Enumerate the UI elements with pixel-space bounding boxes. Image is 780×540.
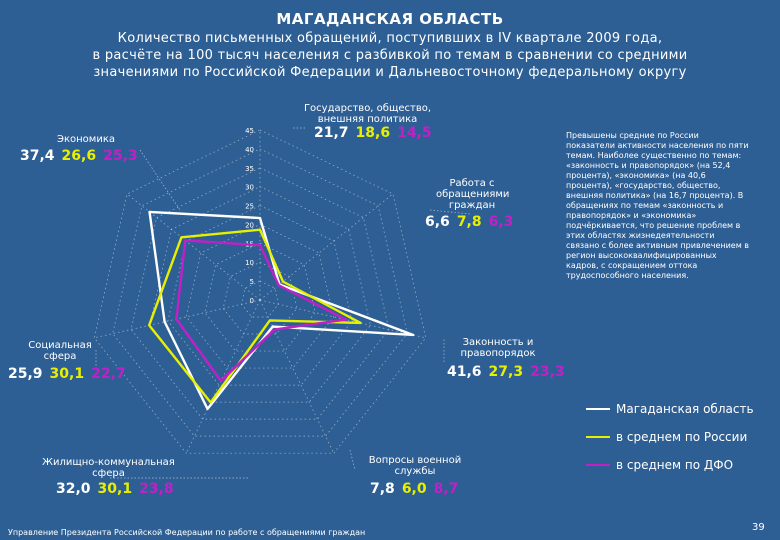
values-law: 41,6 27,3 23,3: [447, 364, 572, 380]
axis-label-military: Вопросы военной службы: [368, 455, 462, 477]
legend-item: Магаданская область: [586, 400, 776, 420]
page-title: МАГАДАНСКАЯ ОБЛАСТЬ: [276, 10, 504, 28]
legend-swatch: [586, 464, 610, 466]
legend-item: в среднем по России: [586, 428, 776, 448]
grid-spoke: [185, 299, 261, 454]
label-leader-lines: [95, 127, 471, 479]
radar-series-в среднем по ДФО: [175, 239, 348, 383]
tick-label: 0: [250, 297, 254, 305]
axis-label-social: Социальная сфера: [28, 340, 92, 362]
page-number: 39: [752, 522, 765, 533]
grid-ring: [204, 242, 316, 352]
tick-label: 35: [245, 165, 254, 173]
value-russia: 26,6: [61, 148, 97, 164]
grid-ring: [130, 167, 390, 420]
value-magadan: 25,9: [8, 366, 43, 382]
legend-swatch: [586, 436, 610, 438]
axis-label-housing: Жилищно-коммунальная сфера: [42, 457, 175, 479]
grid-ring: [93, 129, 427, 454]
value-dfo: 14,5: [397, 125, 432, 141]
value-dfo: 22,7: [91, 366, 126, 382]
legend-item: в среднем по ДФО: [586, 456, 776, 476]
subtitle-line: значениями по Российской Федерации и Дал…: [93, 65, 687, 80]
subtitle-line: Количество письменных обращений, поступи…: [117, 31, 663, 46]
value-russia: 7,8: [456, 214, 482, 230]
value-russia: 18,6: [355, 125, 391, 141]
leader-line: [349, 449, 356, 471]
legend-label: в среднем по ДФО: [616, 458, 734, 472]
values-gov: 21,7 18,6 14,5: [314, 125, 439, 141]
value-magadan: 21,7: [314, 125, 349, 141]
legend-label: в среднем по России: [616, 430, 748, 444]
grid-spoke: [126, 193, 261, 301]
axis-label-law: Законность и правопорядок: [460, 337, 536, 359]
value-dfo: 23,3: [530, 364, 565, 380]
value-magadan: 41,6: [447, 364, 482, 380]
values-economy: 37,4 26,6 25,3: [20, 148, 145, 164]
axis-label-economy: Экономика: [56, 134, 115, 145]
subtitle-line: в расчёте на 100 тысяч населения с разби…: [92, 48, 688, 63]
legend-label: Магаданская область: [616, 402, 754, 416]
value-dfo: 8,7: [433, 481, 459, 497]
value-dfo: 25,3: [103, 148, 138, 164]
tick-label: 10: [245, 259, 254, 267]
tick-label: 45: [245, 127, 254, 135]
leader-line: [139, 149, 181, 211]
tick-label: 20: [245, 221, 254, 229]
grid-spoke: [259, 299, 426, 339]
tick-label: 5: [250, 278, 254, 286]
value-russia: 27,3: [488, 364, 524, 380]
tick-label: 40: [245, 146, 254, 154]
footer-text: Управление Президента Российской Федерац…: [8, 528, 366, 537]
radar-series-в среднем по России: [147, 228, 362, 404]
value-dfo: 6,3: [488, 214, 514, 230]
value-russia: 30,1: [97, 481, 133, 497]
value-magadan: 32,0: [56, 481, 91, 497]
tick-label: 25: [245, 203, 254, 211]
value-magadan: 7,8: [370, 481, 395, 497]
radar-series: [147, 210, 415, 411]
value-dfo: 23,8: [139, 481, 174, 497]
grid-ring: [241, 280, 279, 318]
values-social: 25,9 30,1 22,7: [8, 366, 133, 382]
values-military: 7,8 6,0 8,7: [370, 481, 465, 497]
values-work: 6,6 7,8 6,3: [425, 214, 520, 230]
value-russia: 6,0: [401, 481, 427, 497]
value-magadan: 37,4: [20, 148, 55, 164]
axis-label-work: Работа с обращениями граждан: [436, 178, 510, 211]
tick-label: 30: [245, 184, 254, 192]
legend-swatch: [586, 408, 610, 410]
analysis-note: Превышены средние по России показатели а…: [566, 131, 750, 280]
value-russia: 30,1: [49, 366, 85, 382]
chart-subtitle: Количество письменных обращений, поступи…: [40, 30, 740, 81]
values-housing: 32,0 30,1 23,8: [56, 481, 181, 497]
grid-spoke: [94, 299, 261, 339]
radar-grid: [93, 129, 427, 454]
value-magadan: 6,6: [425, 214, 450, 230]
axis-label-gov: Государство, общество, внешняя политика: [303, 103, 432, 125]
